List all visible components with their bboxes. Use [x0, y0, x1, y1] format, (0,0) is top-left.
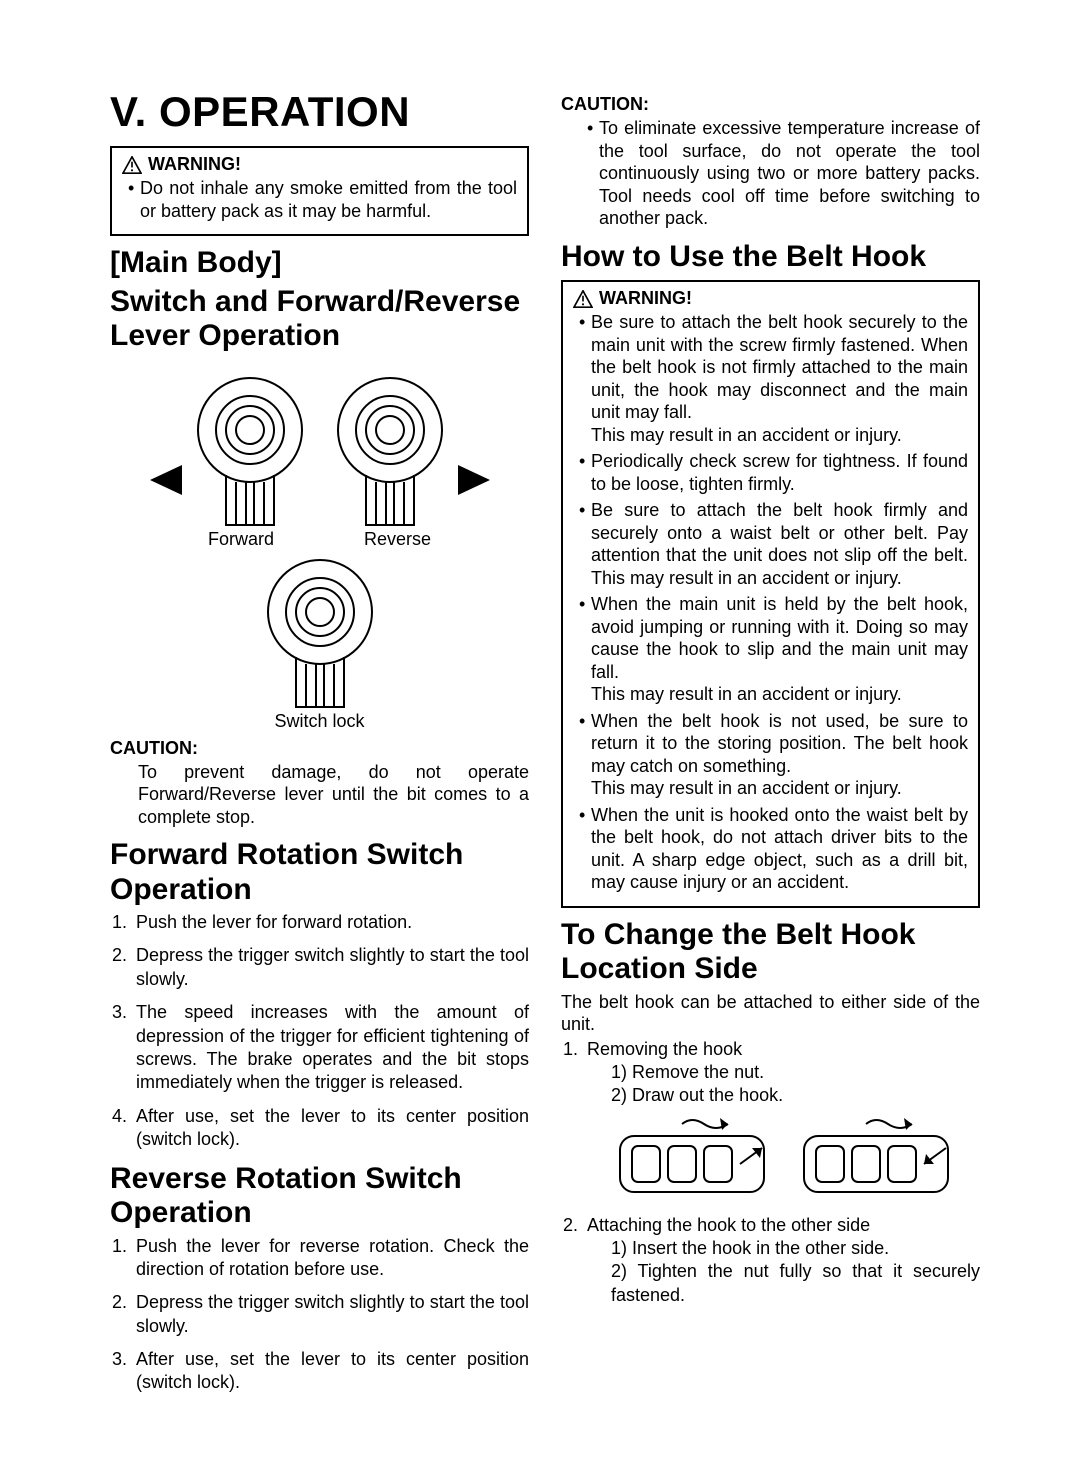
- list-item: Attaching the hook to the other side 1) …: [583, 1214, 980, 1308]
- page: V. OPERATION WARNING! Do not inhale any …: [0, 0, 1080, 1465]
- tool-base-icon: [796, 1114, 956, 1204]
- list-item: After use, set the lever to its center p…: [132, 1105, 529, 1152]
- sub-step: 1) Insert the hook in the other side.: [587, 1237, 980, 1260]
- step-title: Removing the hook: [587, 1039, 742, 1059]
- text: When the main unit is held by the belt h…: [591, 594, 968, 682]
- diagram-labels-row: Forward Reverse: [110, 529, 529, 550]
- columns: V. OPERATION WARNING! Do not inhale any …: [110, 88, 980, 1405]
- warning-icon: [573, 290, 593, 308]
- diagram-top-svg: [140, 360, 500, 530]
- warning-list-1: Do not inhale any smoke emitted from the…: [122, 177, 517, 222]
- after-text: This may result in an accident or injury…: [591, 424, 968, 447]
- step-title: Attaching the hook to the other side: [587, 1215, 870, 1235]
- right-column: CAUTION: To eliminate excessive temperat…: [561, 88, 980, 1405]
- section-main-body: [Main Body]: [110, 246, 529, 281]
- warning-label: WARNING!: [148, 154, 241, 175]
- change-steps: Removing the hook 1) Remove the nut. 2) …: [561, 1038, 980, 1308]
- text: Be sure to attach the belt hook securely…: [591, 312, 968, 422]
- caution-label-1: CAUTION:: [110, 738, 529, 759]
- warning-item: Be sure to attach the belt hook securely…: [579, 311, 968, 446]
- list-item: Push the lever for reverse rotation. Che…: [132, 1235, 529, 1282]
- list-item: The speed increases with the amount of d…: [132, 1001, 529, 1095]
- text: When the belt hook is not used, be sure …: [591, 711, 968, 776]
- warning-item: When the main unit is held by the belt h…: [579, 593, 968, 706]
- section-switch-lever: Switch and Forward/Reverse Lever Operati…: [110, 285, 529, 354]
- section-belt-hook: How to Use the Belt Hook: [561, 240, 980, 275]
- text: Draw out the hook.: [632, 1085, 783, 1105]
- reverse-steps: Push the lever for reverse rotation. Che…: [110, 1235, 529, 1395]
- after-text: This may result in an accident or injury…: [591, 777, 968, 800]
- reverse-label: Reverse: [364, 529, 431, 550]
- warning-box-1: WARNING! Do not inhale any smoke emitted…: [110, 146, 529, 236]
- section-change-side: To Change the Belt Hook Location Side: [561, 918, 980, 987]
- text: Tighten the nut fully so that it securel…: [611, 1261, 980, 1304]
- warning-item: When the unit is hooked onto the waist b…: [579, 804, 968, 894]
- list-item: Removing the hook 1) Remove the nut. 2) …: [583, 1038, 980, 1204]
- warning-belt-title: WARNING!: [573, 288, 968, 309]
- after-text: This may result in an accident or injury…: [591, 683, 968, 706]
- warning-box-belt: WARNING! Be sure to attach the belt hook…: [561, 280, 980, 908]
- section-forward-rotation: Forward Rotation Switch Operation: [110, 838, 529, 907]
- warning-belt-label: WARNING!: [599, 288, 692, 309]
- caution-item: To eliminate excessive temperature incre…: [587, 117, 980, 230]
- sub-step: 1) Remove the nut.: [587, 1061, 980, 1084]
- tool-base-icon: [612, 1114, 772, 1204]
- list-item: Depress the trigger switch slightly to s…: [132, 944, 529, 991]
- switch-diagram: Forward Reverse: [110, 360, 529, 732]
- list-item: After use, set the lever to its center p…: [132, 1348, 529, 1395]
- caution-top-list: To eliminate excessive temperature incre…: [561, 117, 980, 230]
- change-intro: The belt hook can be attached to either …: [561, 991, 980, 1036]
- left-column: V. OPERATION WARNING! Do not inhale any …: [110, 88, 529, 1405]
- sub-step: 2) Draw out the hook.: [587, 1084, 980, 1107]
- switch-lock-label: Switch lock: [110, 711, 529, 732]
- list-item: Push the lever for forward rotation.: [132, 911, 529, 934]
- text: Remove the nut.: [632, 1062, 764, 1082]
- page-title: V. OPERATION: [110, 88, 529, 136]
- warning-item: Periodically check screw for tightness. …: [579, 450, 968, 495]
- text: Insert the hook in the other side.: [632, 1238, 889, 1258]
- tool-images: [587, 1114, 980, 1204]
- caution-text-1: To prevent damage, do not operate Forwar…: [110, 761, 529, 829]
- warning-item: When the belt hook is not used, be sure …: [579, 710, 968, 800]
- warning-belt-list: Be sure to attach the belt hook securely…: [573, 311, 968, 894]
- diagram-bottom-svg: [220, 550, 420, 710]
- warning-item: Do not inhale any smoke emitted from the…: [128, 177, 517, 222]
- warning-title: WARNING!: [122, 154, 517, 175]
- warning-item: Be sure to attach the belt hook firmly a…: [579, 499, 968, 589]
- section-reverse-rotation: Reverse Rotation Switch Operation: [110, 1162, 529, 1231]
- caution-label-top-right: CAUTION:: [561, 94, 980, 115]
- forward-steps: Push the lever for forward rotation. Dep…: [110, 911, 529, 1152]
- sub-step: 2) Tighten the nut fully so that it secu…: [587, 1260, 980, 1307]
- forward-label: Forward: [208, 529, 274, 550]
- list-item: Depress the trigger switch slightly to s…: [132, 1291, 529, 1338]
- warning-icon: [122, 156, 142, 174]
